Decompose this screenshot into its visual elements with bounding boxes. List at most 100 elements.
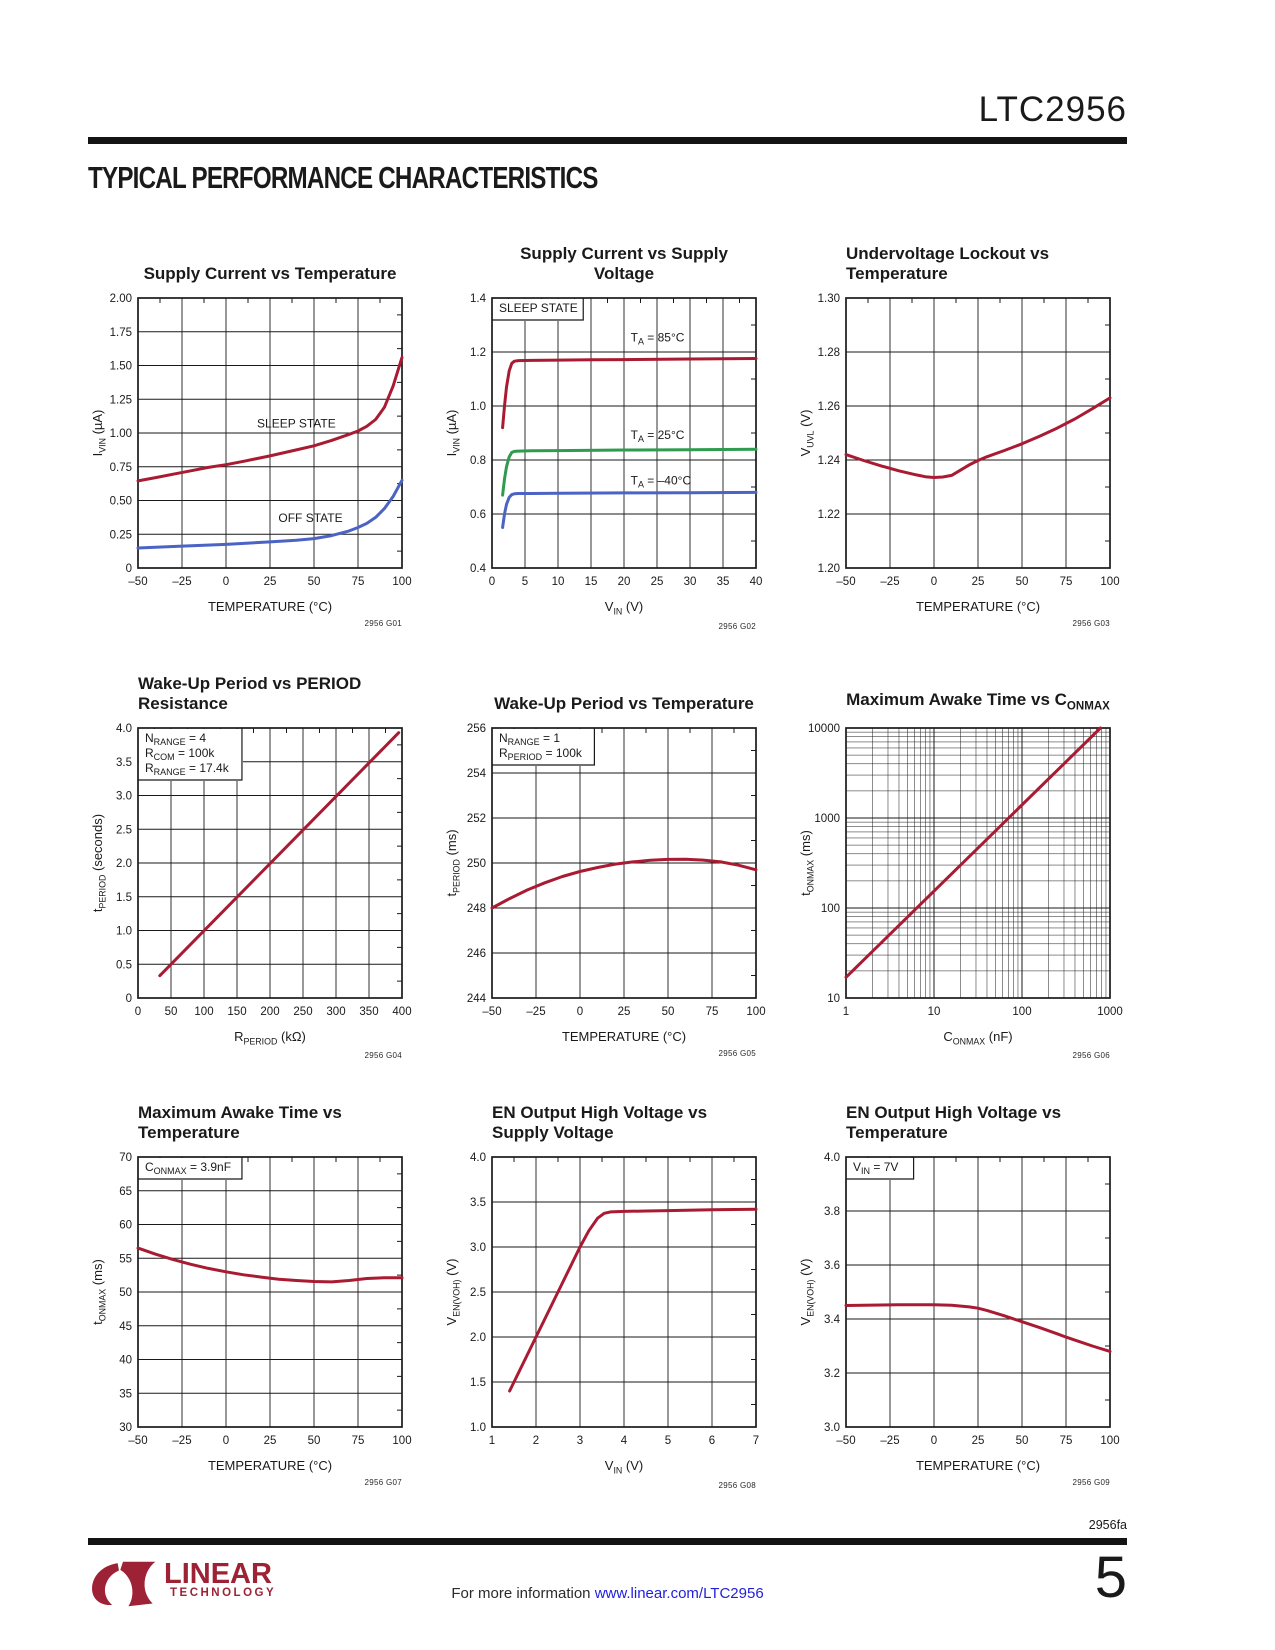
grid-lines <box>492 1157 756 1428</box>
series-vuvl <box>844 396 1112 479</box>
svg-text:0.8: 0.8 <box>470 455 486 467</box>
chart-title: Maximum Awake Time vs CONMAX <box>846 689 1110 712</box>
svg-text:2.5: 2.5 <box>116 824 132 836</box>
svg-text:RCOM = 100k: RCOM = 100k <box>145 746 215 762</box>
svg-text:4.0: 4.0 <box>470 1152 486 1164</box>
svg-text:3.0: 3.0 <box>470 1242 486 1254</box>
series-tperiod <box>490 857 758 910</box>
svg-text:–25: –25 <box>880 1435 899 1447</box>
svg-text:248: 248 <box>467 903 486 915</box>
svg-text:VIN = 7V: VIN = 7V <box>853 1160 898 1176</box>
series-ven-voh- <box>844 1303 1112 1354</box>
svg-text:1.20: 1.20 <box>818 563 840 575</box>
svg-text:50: 50 <box>165 1006 178 1018</box>
grid-lines <box>138 298 402 568</box>
svg-text:1.0: 1.0 <box>116 925 132 937</box>
page-footer: LINEAR TECHNOLOGY For more information w… <box>88 1545 1127 1640</box>
svg-text:4.0: 4.0 <box>824 1152 840 1164</box>
series-ven-voh- <box>508 1207 758 1393</box>
x-axis-label: TEMPERATURE (°C) <box>207 1458 333 1474</box>
plot-frame <box>137 297 403 569</box>
svg-text:0: 0 <box>223 1435 229 1447</box>
figure-tag: 2956 G06 <box>1072 1051 1110 1061</box>
svg-text:0: 0 <box>489 576 495 588</box>
svg-text:2.0: 2.0 <box>116 858 132 870</box>
svg-text:25: 25 <box>618 1006 631 1018</box>
plot-svg: SLEEP STATE OFF STATE 0 0.25 0.50 0.75 1.00 1.2… <box>110 293 412 588</box>
plot-frame <box>491 297 757 569</box>
chart-title: Wake-Up Period vs Temperature <box>494 693 754 713</box>
grid-lines <box>846 1157 1110 1428</box>
svg-text:1.5: 1.5 <box>470 1377 486 1389</box>
plot-svg: 1.20 1.22 1.24 1.26 1.28 1.30 –50 –25 0 25 50 75 100 <box>818 293 1120 588</box>
brand-technology: TECHNOLOGY <box>170 1586 277 1599</box>
svg-text:3.5: 3.5 <box>116 756 132 768</box>
grid-lines <box>138 1157 402 1428</box>
series-tonmax <box>136 1246 404 1284</box>
svg-text:1.0: 1.0 <box>470 401 486 413</box>
svg-text:7: 7 <box>753 1435 759 1447</box>
svg-text:–50: –50 <box>836 576 855 588</box>
svg-text:256: 256 <box>467 723 486 735</box>
svg-text:NRANGE = 4: NRANGE = 4 <box>145 731 206 747</box>
svg-text:3.2: 3.2 <box>824 1368 840 1380</box>
grid-lines <box>846 727 1110 998</box>
grid-lines <box>846 298 1110 568</box>
plot-frame <box>491 1156 757 1429</box>
svg-text:0.50: 0.50 <box>110 496 132 508</box>
svg-text:1.22: 1.22 <box>818 509 840 521</box>
plot-frame <box>845 726 1111 999</box>
svg-text:1.28: 1.28 <box>818 347 840 359</box>
svg-text:30: 30 <box>119 1422 132 1434</box>
svg-text:0.25: 0.25 <box>110 529 132 541</box>
plot-area: IVIN (µA) SLEEP STATE OFF STATE 0 0.25 0.50 0.… <box>88 290 418 598</box>
plot-area: tONMAX (ms) CONMAX = 3.9nF 30 35 40 45 50 55 60 6… <box>88 1149 418 1457</box>
svg-text:2.0: 2.0 <box>470 1332 486 1344</box>
x-axis-label: TEMPERATURE (°C) <box>915 1458 1041 1474</box>
svg-text:50: 50 <box>662 1006 675 1018</box>
x-axis-label: TEMPERATURE (°C) <box>207 599 333 614</box>
svg-text:1: 1 <box>843 1006 849 1018</box>
svg-text:2: 2 <box>533 1435 539 1447</box>
svg-text:–25: –25 <box>526 1006 545 1018</box>
svg-text:10: 10 <box>928 1006 941 1018</box>
plot-area: tPERIOD (ms) NRANGE = 1 RPERIOD = 100k 244 2… <box>442 720 772 1028</box>
plot-area: tONMAX (ms) 10 100 1000 10000 1 10 100 1000 <box>796 720 1126 1028</box>
svg-text:1.00: 1.00 <box>110 428 132 440</box>
y-axis-label: tONMAX (ms) <box>798 829 816 896</box>
figure-tag: 2956 G07 <box>364 1478 402 1488</box>
svg-text:10: 10 <box>552 576 565 588</box>
svg-text:CONMAX = 3.9nF: CONMAX = 3.9nF <box>145 1160 231 1176</box>
svg-text:25: 25 <box>972 1435 985 1447</box>
figure-tag: 2956 G08 <box>718 1480 756 1490</box>
svg-text:10: 10 <box>827 993 840 1005</box>
svg-text:3.6: 3.6 <box>824 1260 840 1272</box>
condition-box: VIN = 7V <box>846 1157 915 1181</box>
svg-text:252: 252 <box>467 813 486 825</box>
chart-title: Supply Current vs Supply Voltage <box>520 243 728 283</box>
footer-link[interactable]: www.linear.com/LTC2956 <box>594 1584 764 1602</box>
svg-text:3.0: 3.0 <box>116 790 132 802</box>
plot-frame <box>137 1156 403 1429</box>
svg-text:3.0: 3.0 <box>824 1422 840 1434</box>
condition-box: CONMAX = 3.9nF <box>138 1157 243 1181</box>
svg-text:3.5: 3.5 <box>470 1197 486 1209</box>
svg-text:75: 75 <box>1060 1435 1073 1447</box>
chart-wake-up-period-vs-temperature: Wake-Up Period vs Temperature tPERIOD (ms… <box>442 656 772 1061</box>
y-axis-label: IVIN (µA) <box>444 409 462 457</box>
chart-maximum-awake-time-vs-temperature: Maximum Awake Time vs Temperature tONMAX (… <box>88 1085 418 1490</box>
svg-text:0: 0 <box>135 1006 141 1018</box>
series-tonmax <box>844 726 1102 979</box>
chart-title: EN Output High Voltage vs Temperature <box>846 1103 1062 1143</box>
svg-text:1.4: 1.4 <box>470 293 487 305</box>
svg-text:50: 50 <box>1016 1435 1029 1447</box>
svg-text:15: 15 <box>585 576 598 588</box>
linear-technology-logo: LINEAR TECHNOLOGY <box>88 1555 276 1618</box>
svg-text:TA = 25°C: TA = 25°C <box>631 428 685 444</box>
brand-linear: LINEAR <box>164 1557 272 1590</box>
tick-labels: 0 0.5 1.0 1.5 2.0 2.5 3.0 3.5 4.0 0 50 100 150 200 250… <box>116 723 412 1018</box>
part-number: LTC2956 <box>978 90 1127 129</box>
chart-title: Supply Current vs Temperature <box>143 263 397 283</box>
